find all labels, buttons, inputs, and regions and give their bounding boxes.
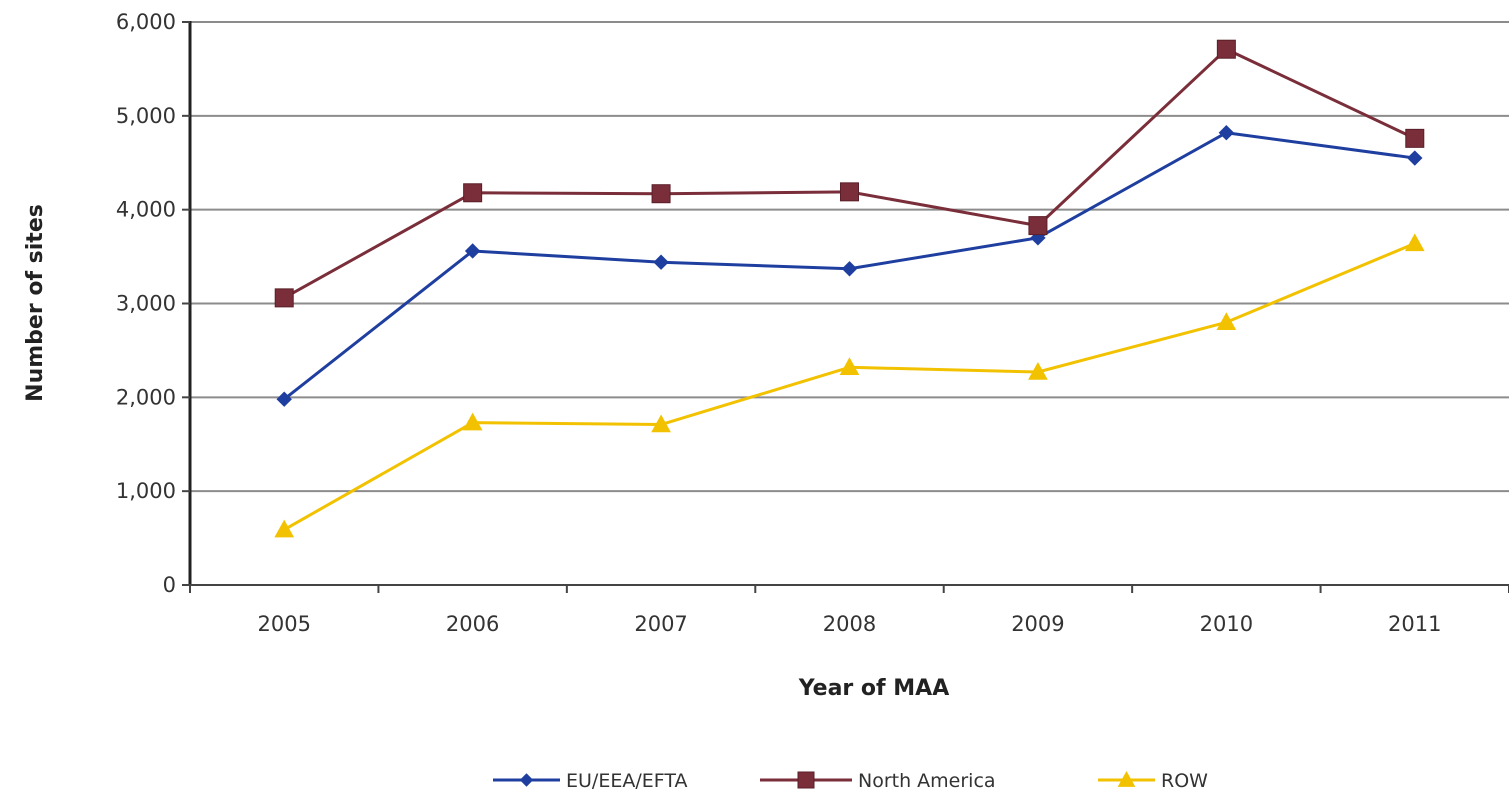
series-line-2 — [283, 242, 1416, 531]
data-point-1-2007 — [651, 184, 671, 204]
data-point-1-2005 — [274, 288, 294, 308]
y-tick-label-0: 0 — [163, 573, 176, 597]
series-eu-eea-efta — [276, 125, 1423, 407]
series-north-america — [274, 39, 1425, 308]
series-row — [274, 233, 1425, 538]
y-tick-label-5: 5,000 — [116, 104, 176, 128]
data-point-0-2007 — [653, 254, 669, 270]
data-point-1-2008 — [840, 182, 859, 202]
series-line-1 — [283, 47, 1416, 300]
y-tick-label-2: 2,000 — [116, 385, 176, 409]
x-tick-label-2006: 2006 — [446, 612, 499, 636]
data-point-2-2011 — [1404, 233, 1425, 252]
data-point-0-2011 — [1407, 150, 1423, 166]
data-point-0-2006 — [464, 243, 481, 259]
data-point-2-2006 — [462, 412, 483, 431]
x-tick-label-2007: 2007 — [634, 612, 687, 636]
x-tick-label-2008: 2008 — [823, 612, 876, 636]
legend: EU/EEA/EFTA North America ROW — [493, 770, 1208, 792]
data-point-2-2010 — [1216, 312, 1237, 330]
y-axis-ticks: 0 1,000 2,000 3,000 4,000 5,000 6,000 — [116, 10, 190, 597]
legend-label-0: EU/EEA/EFTA — [566, 770, 687, 792]
legend-item-0: EU/EEA/EFTA — [493, 770, 687, 792]
y-tick-label-3: 3,000 — [116, 292, 176, 316]
x-tick-label-2010: 2010 — [1200, 612, 1253, 636]
data-point-0-2008 — [841, 261, 858, 277]
y-axis-title: Number of sites — [23, 204, 48, 402]
x-tick-label-2005: 2005 — [257, 612, 310, 636]
data-point-1-2009 — [1028, 216, 1048, 236]
legend-marker-2 — [1117, 770, 1136, 787]
legend-label-2: ROW — [1161, 770, 1208, 792]
x-tick-label-2011: 2011 — [1388, 612, 1441, 636]
x-axis-ticks: 2005 2006 2007 2008 2009 2010 2011 — [189, 585, 1509, 636]
data-point-0-2010 — [1218, 125, 1235, 141]
legend-item-1: North America — [760, 770, 996, 792]
series-layer — [274, 39, 1425, 538]
y-tick-label-1: 1,000 — [116, 479, 176, 503]
legend-marker-0 — [519, 773, 534, 787]
gridlines — [190, 21, 1509, 493]
y-tick-label-4: 4,000 — [116, 198, 176, 222]
data-point-2-2007 — [651, 414, 671, 433]
legend-marker-1 — [797, 771, 815, 789]
data-point-0-2005 — [276, 391, 292, 407]
data-point-1-2006 — [463, 183, 483, 203]
legend-item-2: ROW — [1098, 770, 1208, 792]
data-point-1-2010 — [1216, 39, 1236, 59]
data-point-2-2005 — [274, 519, 295, 538]
data-point-2-2009 — [1028, 361, 1048, 380]
x-axis-title: Year of MAA — [798, 676, 949, 701]
data-point-1-2011 — [1405, 128, 1425, 148]
y-tick-label-6: 6,000 — [116, 10, 176, 34]
legend-label-1: North America — [858, 770, 996, 792]
data-point-2-2008 — [839, 357, 860, 376]
x-tick-label-2009: 2009 — [1011, 612, 1064, 636]
